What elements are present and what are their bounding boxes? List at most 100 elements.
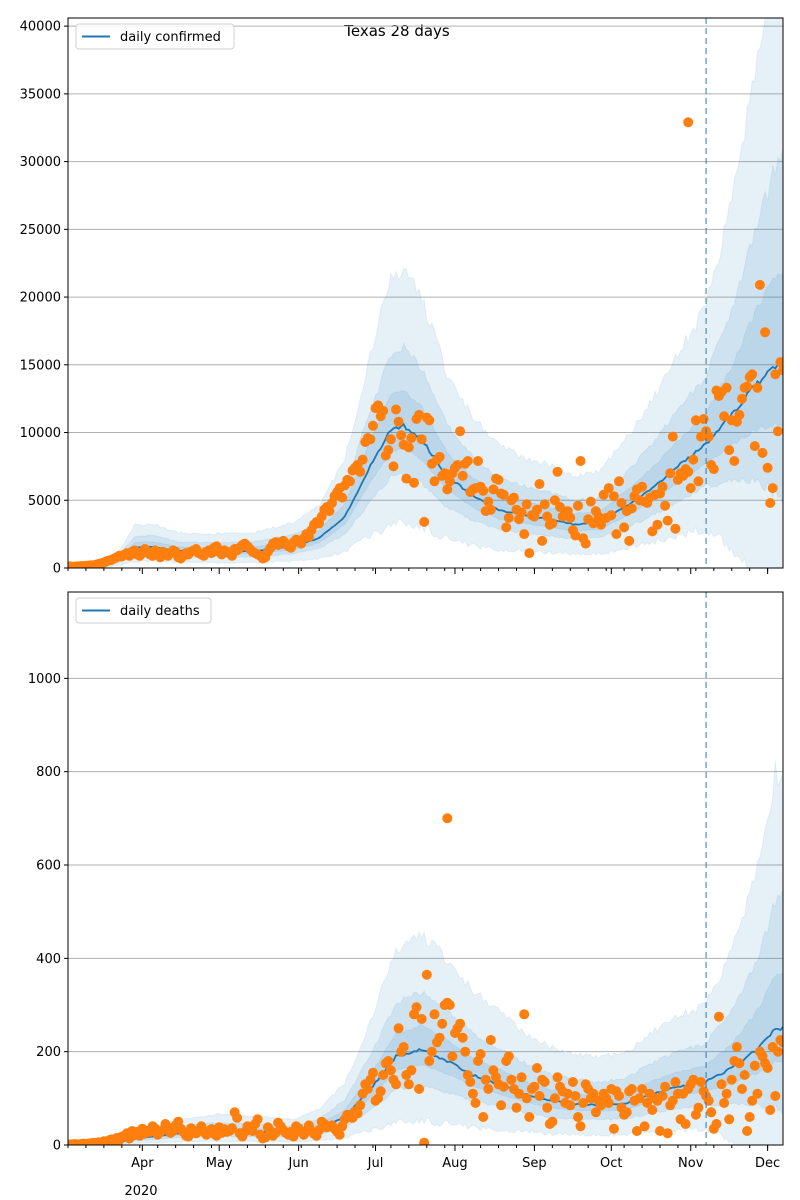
observed-point <box>603 483 614 494</box>
observed-point <box>608 491 619 502</box>
y-tick-label: 800 <box>36 765 61 780</box>
observed-point <box>665 468 676 479</box>
observed-point <box>355 466 366 477</box>
observed-point <box>539 499 550 510</box>
observed-point <box>757 447 768 458</box>
observed-point <box>547 1116 558 1127</box>
observed-point <box>503 512 514 523</box>
observed-outlier-point <box>442 813 453 824</box>
observed-point <box>485 1035 496 1045</box>
observed-point <box>232 1112 243 1123</box>
x-tick-label: Jun <box>287 1156 308 1171</box>
observed-point <box>368 420 378 431</box>
observed-point <box>667 431 678 442</box>
observed-point <box>657 481 668 492</box>
observed-point <box>442 484 453 495</box>
observed-point <box>519 529 530 540</box>
y-tick-label: 20000 <box>20 291 61 306</box>
x-tick-label: Sep <box>522 1156 547 1171</box>
observed-point <box>406 433 417 443</box>
y-tick-label: 40000 <box>20 20 61 35</box>
observed-point <box>634 1093 645 1104</box>
observed-point <box>483 1084 494 1094</box>
observed-point <box>778 365 783 376</box>
observed-point <box>760 327 771 338</box>
observed-point <box>655 1126 665 1136</box>
y-tick-label: 25000 <box>20 223 61 238</box>
observed-point <box>416 434 427 445</box>
observed-point <box>685 483 696 494</box>
observed-point <box>457 1032 468 1043</box>
observed-point <box>252 1114 263 1125</box>
observed-point <box>683 466 694 477</box>
observed-point <box>749 1060 760 1071</box>
observed-point <box>660 500 671 511</box>
observed-point <box>419 516 430 527</box>
observed-point <box>575 456 586 466</box>
observed-point <box>334 1129 345 1140</box>
observed-point <box>765 498 776 508</box>
observed-point <box>501 522 512 533</box>
observed-point <box>716 1079 727 1090</box>
observed-point <box>542 1102 553 1113</box>
plot-area <box>68 760 783 1145</box>
observed-point <box>398 1042 409 1052</box>
observed-point <box>762 462 773 473</box>
observed-point <box>462 456 473 466</box>
observed-point <box>529 1081 540 1092</box>
observed-point <box>637 1084 648 1094</box>
observed-point <box>542 511 553 522</box>
observed-point <box>767 483 778 494</box>
observed-point <box>378 405 389 416</box>
observed-outlier-point <box>683 117 694 128</box>
observed-point <box>719 411 730 422</box>
x-tick-label: Aug <box>442 1156 467 1171</box>
observed-point <box>516 507 527 518</box>
observed-point <box>747 369 758 380</box>
observed-point <box>688 454 699 465</box>
observed-point <box>734 1058 745 1069</box>
observed-point <box>532 504 542 515</box>
y-tick-label: 5000 <box>28 494 61 509</box>
observed-point <box>524 548 535 559</box>
observed-point <box>401 473 412 484</box>
observed-point <box>698 414 709 424</box>
observed-point <box>288 1131 299 1142</box>
observed-point <box>562 1088 573 1099</box>
observed-point <box>647 1105 658 1115</box>
x-year-label: 2020 <box>124 1184 157 1199</box>
observed-point <box>670 1077 681 1087</box>
observed-point <box>570 530 581 541</box>
x-tick-label: Nov <box>678 1156 704 1171</box>
observed-point <box>606 510 617 521</box>
observed-point <box>573 1112 583 1122</box>
confirmed-panel: 0 5000 10000 15000 20000 25000 30000 35000 40000… <box>20 17 784 577</box>
y-tick-label: 15000 <box>20 358 61 373</box>
observed-point <box>626 1084 637 1094</box>
observed-point <box>465 1077 476 1087</box>
observed-point <box>731 1042 742 1052</box>
observed-point <box>455 426 466 437</box>
observed-point <box>352 1108 363 1119</box>
observed-point <box>396 430 407 441</box>
observed-point <box>708 464 719 475</box>
observed-point <box>578 1098 589 1108</box>
observed-point <box>424 1056 435 1066</box>
observed-point <box>467 1088 478 1099</box>
observed-point <box>703 431 714 442</box>
x-tick-label: May <box>206 1156 233 1171</box>
legend: daily confirmed <box>75 23 235 50</box>
observed-point <box>662 515 673 526</box>
observed-point <box>752 382 763 393</box>
observed-point <box>619 522 630 533</box>
observed-point <box>478 1112 489 1122</box>
observed-point <box>534 1091 545 1101</box>
observed-point <box>503 1051 514 1062</box>
y-tick-label: 400 <box>36 952 61 967</box>
observed-point <box>608 1123 619 1134</box>
observed-point <box>419 1137 430 1145</box>
x-tick-label: Dec <box>755 1156 780 1171</box>
observed-point <box>434 1032 445 1043</box>
observed-point <box>483 496 494 507</box>
observed-point <box>588 518 599 529</box>
